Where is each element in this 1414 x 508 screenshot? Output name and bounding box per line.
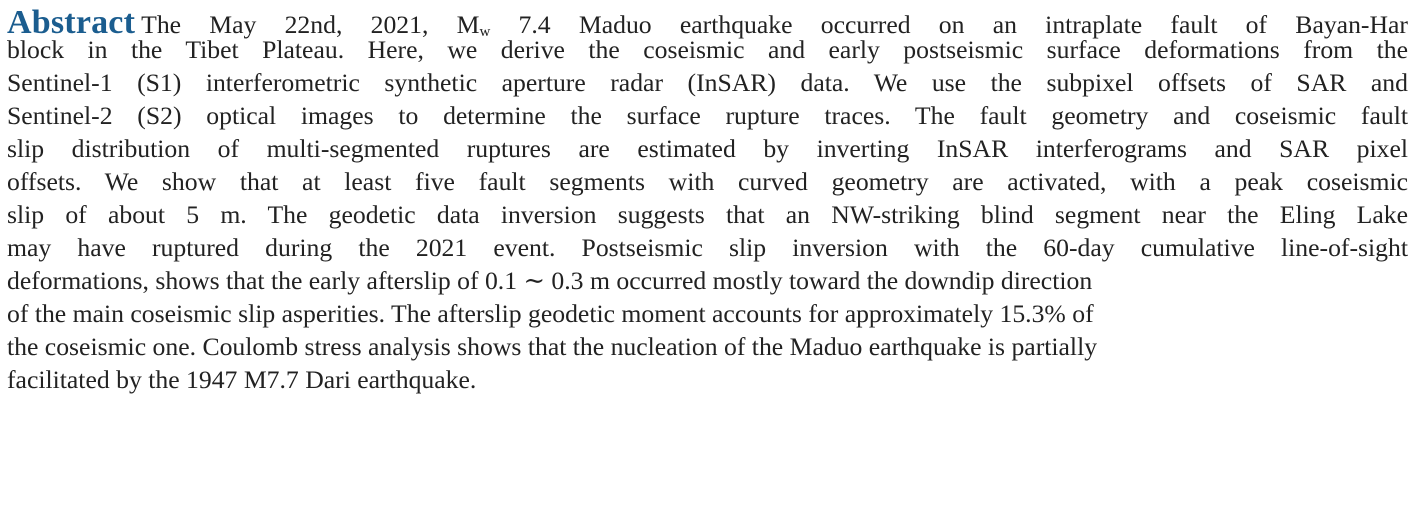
abstract-line-8: may have ruptured during the 2021 event.… <box>7 233 1408 262</box>
abstract-line-10: of the main coseismic slip asperities. T… <box>7 299 1094 328</box>
abstract-line-3: Sentinel-1 (S1) interferometric syntheti… <box>7 68 1408 97</box>
abstract-block: Abstract The May 22nd, 2021, Mw 7.4 Maduo… <box>7 0 1408 396</box>
abstract-line-9: deformations, shows that the early after… <box>7 266 1093 295</box>
abstract-line-1-text-post: 7.4 Maduo earthquake occurred on an intr… <box>490 10 1408 39</box>
magnitude-subscript: w <box>479 24 491 40</box>
abstract-line-1: Abstract The May 22nd, 2021, Mw 7.4 Maduo… <box>7 0 1408 40</box>
abstract-line-7: slip of about 5 m. The geodetic data inv… <box>7 200 1408 229</box>
abstract-line-11: the coseismic one. Coulomb stress analys… <box>7 332 1098 361</box>
abstract-line-6: offsets. We show that at least five faul… <box>7 167 1408 196</box>
abstract-line-5: slip distribution of multi-segmented rup… <box>7 134 1408 163</box>
abstract-heading: Abstract <box>7 4 136 40</box>
abstract-line-1-text-pre: The May 22nd, 2021, M <box>141 10 480 39</box>
abstract-line-12: facilitated by the 1947 M7.7 Dari earthq… <box>7 365 477 394</box>
abstract-line-4: Sentinel-2 (S2) optical images to determ… <box>7 101 1408 130</box>
abstract-line-2: block in the Tibet Plateau. Here, we der… <box>7 35 1408 64</box>
